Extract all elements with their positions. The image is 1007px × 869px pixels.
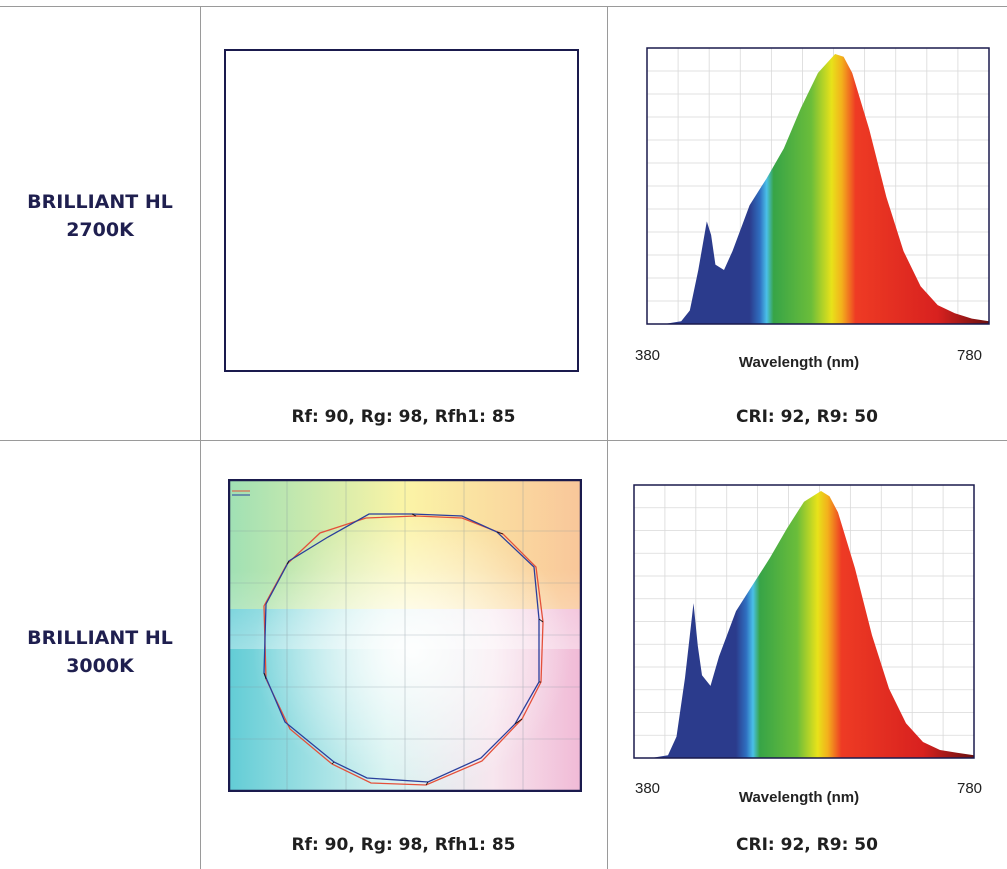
tm30-panel-empty	[224, 49, 579, 372]
x-axis-label: Wavelength (nm)	[739, 789, 859, 806]
x-max-label: 780	[957, 780, 982, 797]
cri-caption-row-1: CRI: 92, R9: 50	[736, 407, 878, 427]
table-column-divider-2	[607, 6, 608, 869]
cri-caption-row-2: CRI: 92, R9: 50	[736, 835, 878, 855]
table-column-divider-1	[200, 6, 201, 869]
test-source-vectors	[263, 513, 540, 783]
chart-frame	[633, 484, 975, 759]
tm30-color-vector-graphic	[228, 479, 582, 792]
spectrum-area	[634, 491, 974, 758]
spectrum-chart-row-2: 380 780 Wavelength (nm)	[633, 484, 982, 806]
x-min-label: 380	[635, 780, 660, 797]
x-max-label: 780	[957, 347, 982, 364]
product-name: BRILLIANT HL	[27, 627, 173, 649]
product-name-row-1: BRILLIANT HL 2700K	[0, 188, 200, 244]
x-min-label: 380	[635, 347, 660, 364]
table-row-divider	[0, 440, 1007, 441]
spectrum-chart-row-1: 380 780 Wavelength (nm)	[635, 47, 990, 371]
product-name: BRILLIANT HL	[27, 191, 173, 213]
product-name-row-2: BRILLIANT HL 3000K	[0, 624, 200, 680]
chart-frame	[646, 47, 990, 325]
tm30-caption-row-1: Rf: 90, Rg: 98, Rfh1: 85	[291, 407, 516, 427]
x-axis-label: Wavelength (nm)	[739, 354, 859, 371]
tm30-caption-row-2: Rf: 90, Rg: 98, Rfh1: 85	[291, 835, 516, 855]
product-cct: 3000K	[66, 655, 134, 677]
spectrum-area	[647, 54, 989, 324]
product-cct: 2700K	[66, 219, 134, 241]
table-border-top	[0, 6, 1007, 7]
